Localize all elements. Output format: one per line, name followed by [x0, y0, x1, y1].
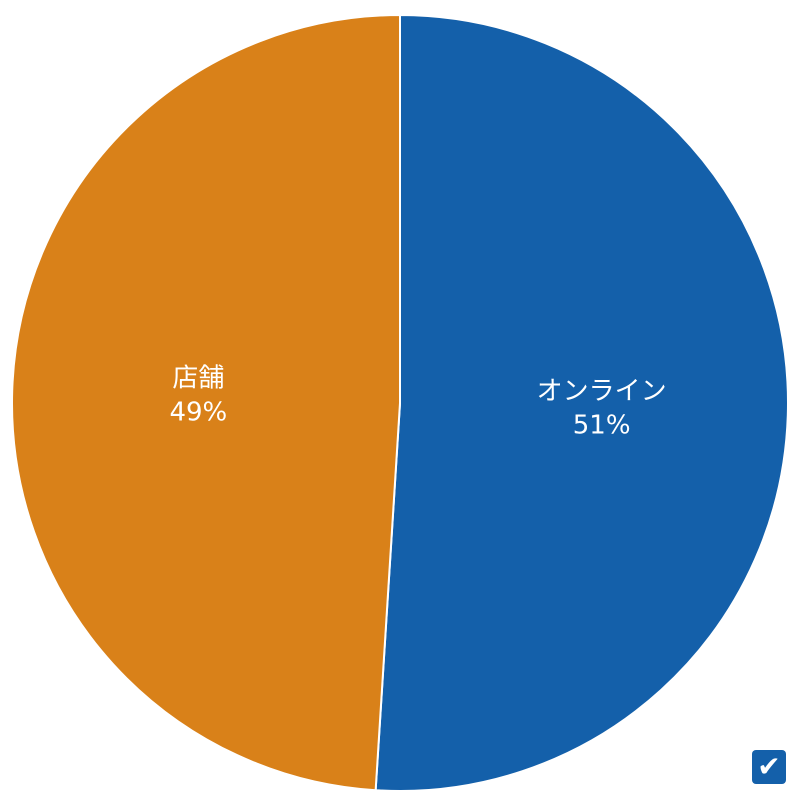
slice-label-name-1: 店舗 [172, 364, 224, 394]
pie-slices [11, 14, 788, 792]
slice-label-name-0: オンライン [537, 376, 667, 406]
pie-labels: オンライン 51% 店舗 49% [169, 364, 666, 441]
slice-label-value-0: 51% [573, 410, 631, 440]
checkmark-icon[interactable]: ✔ [752, 750, 786, 784]
slice-label-value-1: 49% [169, 398, 227, 428]
pie-slice-1[interactable] [11, 14, 401, 792]
